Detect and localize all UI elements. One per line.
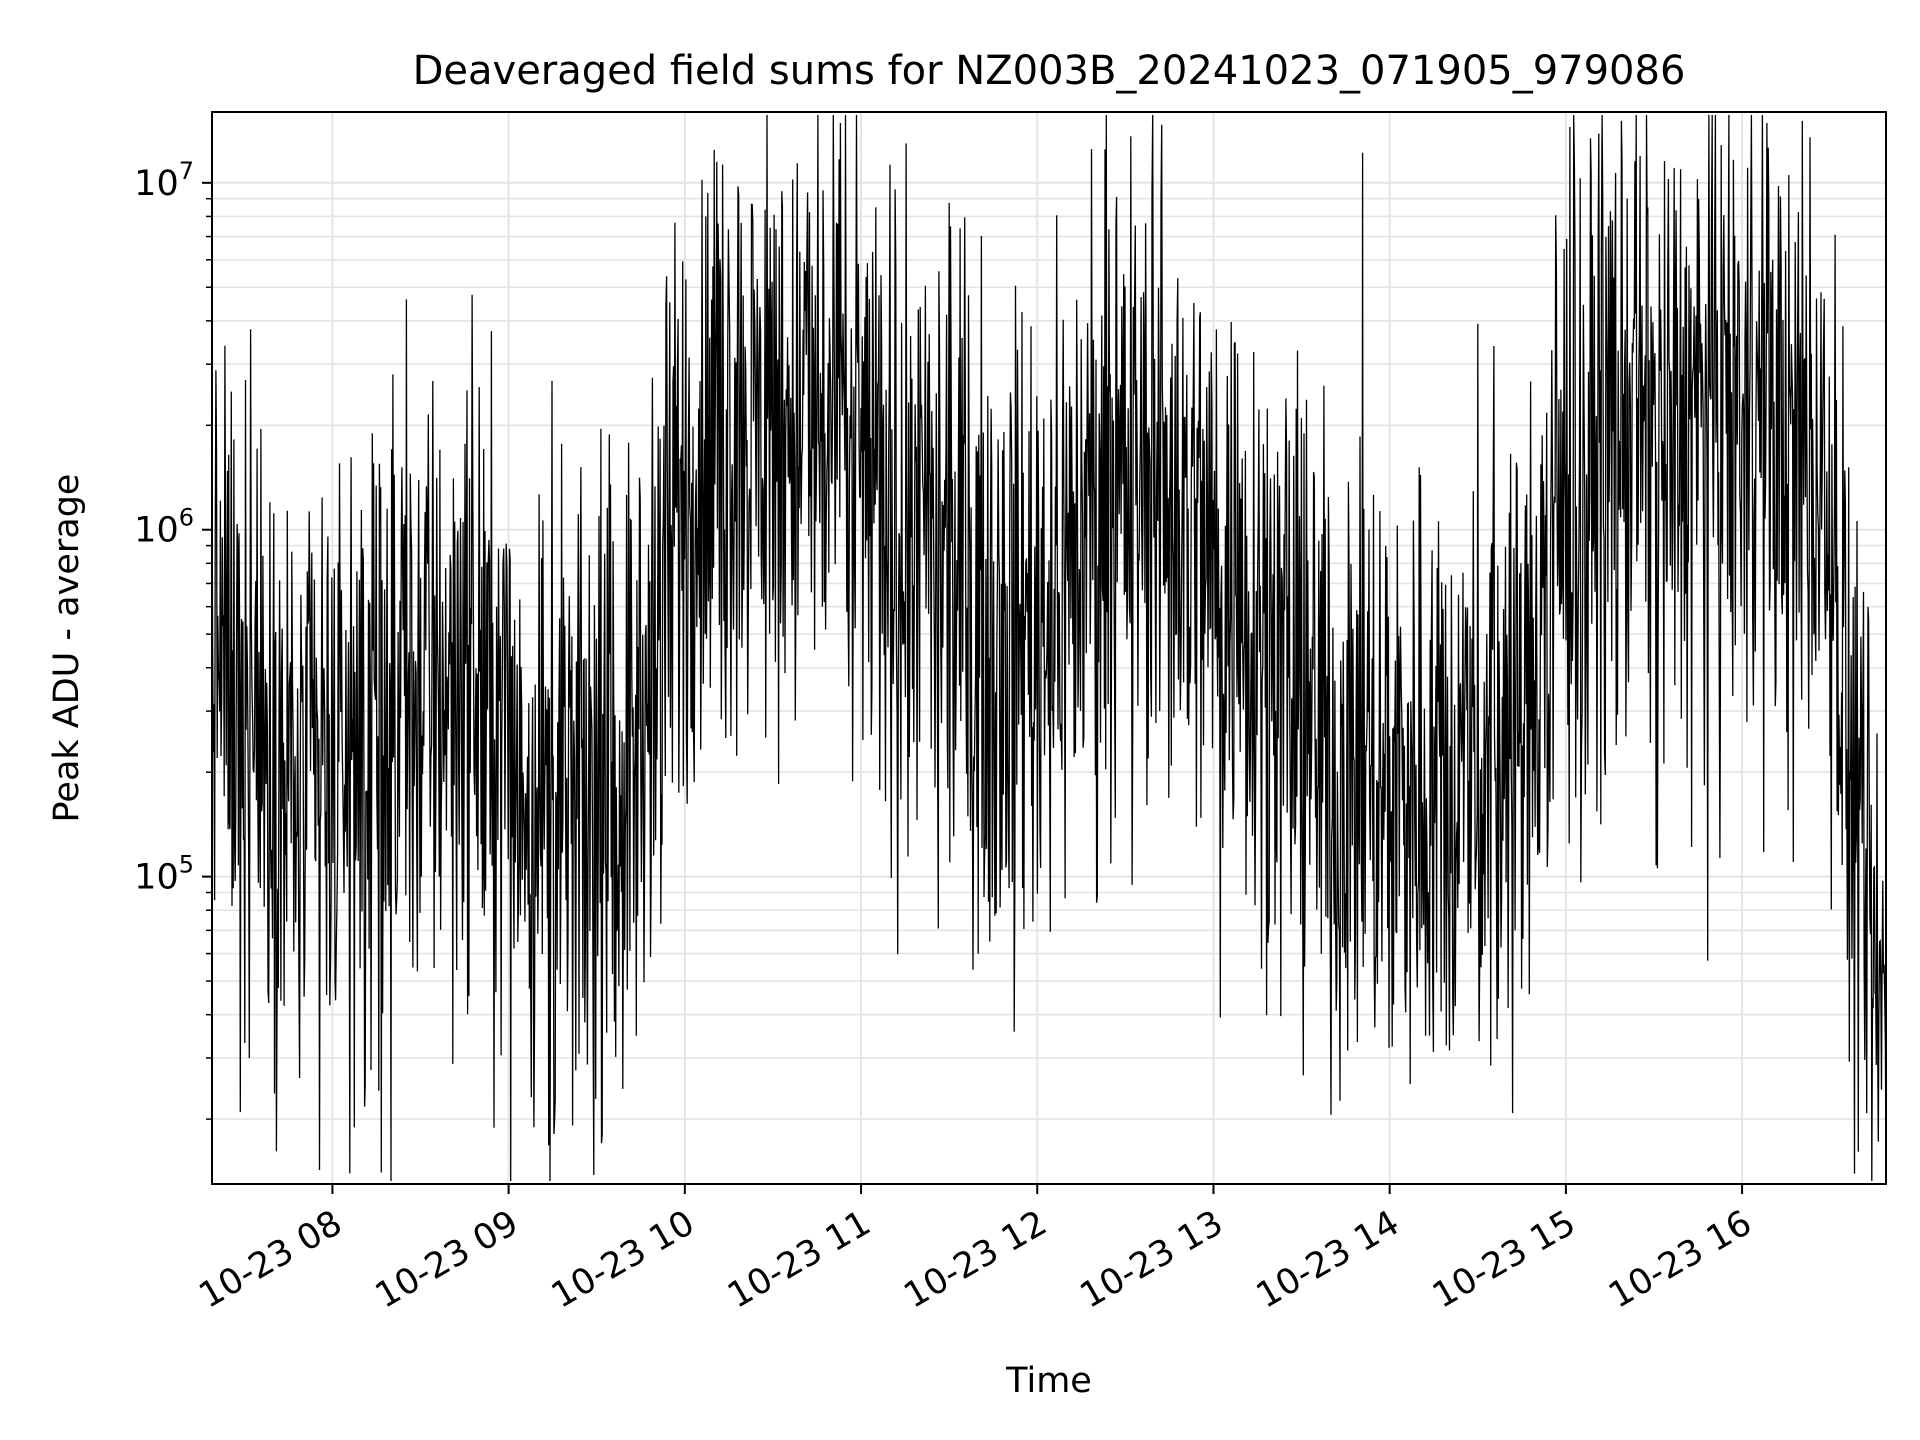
x-tick-label: 10-23 08 xyxy=(193,1203,349,1316)
chart-title: Deaveraged field sums for NZ003B_2024102… xyxy=(413,48,1686,94)
x-axis-label: Time xyxy=(1005,1361,1092,1401)
x-tick-label: 10-23 13 xyxy=(1074,1203,1230,1316)
y-axis-label: Peak ADU - average xyxy=(47,474,87,823)
plot-frame xyxy=(211,111,1887,1185)
x-tick-label: 10-23 14 xyxy=(1250,1203,1406,1316)
x-axis: 10-23 08 10-23 09 10-23 10 10-23 11 10-23 12… xyxy=(193,1184,1759,1316)
y-tick-label: 105 xyxy=(134,851,194,898)
x-tick-label: 10-23 09 xyxy=(369,1203,525,1316)
x-tick-label: 10-23 15 xyxy=(1426,1203,1582,1316)
y-tick-base: 10 xyxy=(134,858,179,898)
data-line xyxy=(211,114,1887,1182)
y-tick-exponent: 5 xyxy=(179,851,194,879)
y-tick-exponent: 7 xyxy=(179,157,194,185)
y-tick-label: 106 xyxy=(134,504,194,551)
x-tick-label: 10-23 16 xyxy=(1602,1203,1758,1316)
y-tick-base: 10 xyxy=(134,164,179,204)
x-tick-label: 10-23 12 xyxy=(897,1203,1053,1316)
y-tick-base: 10 xyxy=(134,511,179,551)
y-tick-exponent: 6 xyxy=(179,504,194,532)
x-tick-label: 10-23 10 xyxy=(545,1203,701,1316)
y-tick-label: 107 xyxy=(134,157,194,204)
plot-area xyxy=(211,114,1887,1182)
x-tick-label: 10-23 11 xyxy=(721,1203,877,1316)
